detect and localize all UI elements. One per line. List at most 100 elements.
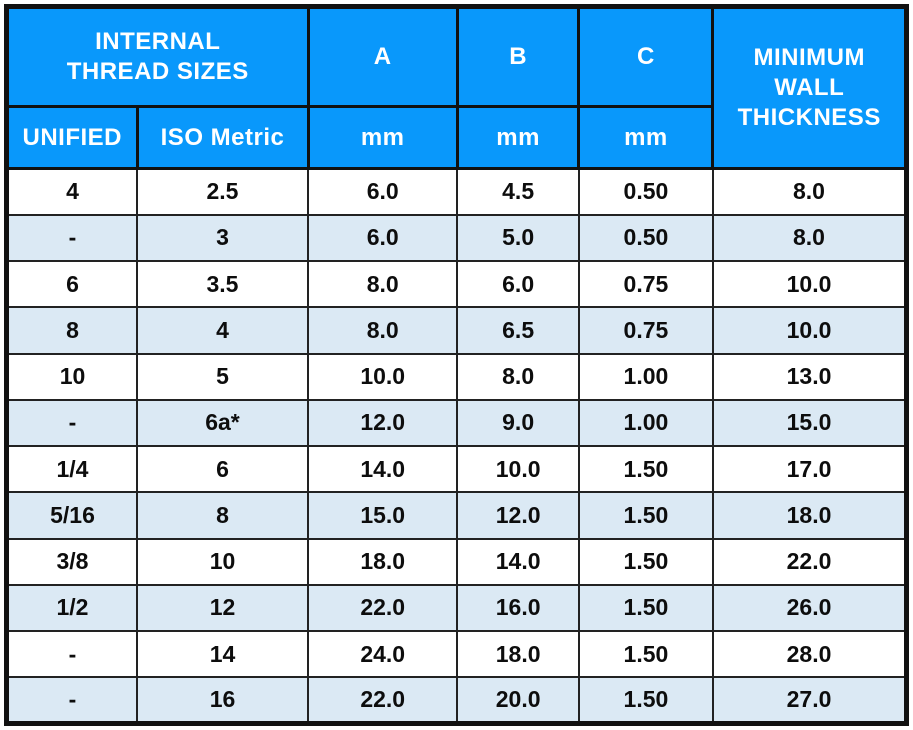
cell-iso-metric: 12: [136, 583, 309, 633]
cell-a-mm: 22.0: [306, 676, 459, 725]
cell-min-wall: 22.0: [711, 537, 908, 586]
header-row-sub: UNIFIED ISO Metric mm mm mm: [5, 105, 907, 170]
cell-unified: -: [5, 213, 138, 263]
cell-unified: 1/2: [5, 583, 138, 633]
header-min-wall-thickness: MINIMUM WALL THICKNESS: [711, 5, 908, 170]
cell-a-mm: 22.0: [306, 583, 459, 633]
cell-a-mm: 14.0: [306, 444, 459, 494]
cell-b-mm: 12.0: [456, 491, 580, 540]
header-row-top: INTERNAL THREAD SIZES A B C MINIMUM WALL…: [5, 5, 908, 170]
cell-a-mm: 24.0: [306, 629, 459, 679]
table-row: - 14 24.0 18.0 1.50 28.0: [5, 629, 908, 679]
cell-iso-metric: 4: [136, 306, 309, 355]
cell-iso-metric: 5: [136, 352, 309, 401]
header-unit-c: mm: [577, 105, 715, 170]
cell-min-wall: 28.0: [711, 629, 908, 679]
header-col-a: A: [306, 5, 459, 108]
cell-iso-metric: 6a*: [136, 398, 309, 448]
header-internal-thread-sizes: INTERNAL THREAD SIZES: [5, 5, 310, 108]
table-row: 8 4 8.0 6.5 0.75 10.0: [5, 306, 908, 355]
table-row: 3/8 10 18.0 14.0 1.50 22.0: [5, 537, 908, 586]
cell-b-mm: 6.0: [456, 259, 580, 309]
cell-min-wall: 8.0: [711, 167, 908, 216]
cell-unified: -: [5, 629, 138, 679]
cell-c-mm: 0.50: [577, 167, 714, 216]
header-iso-metric: ISO Metric: [135, 105, 310, 170]
table-row: 6 3.5 8.0 6.0 0.75 10.0: [5, 259, 908, 309]
cell-b-mm: 20.0: [456, 676, 580, 725]
cell-min-wall: 27.0: [711, 676, 908, 725]
cell-min-wall: 10.0: [711, 306, 908, 355]
cell-c-mm: 1.50: [577, 676, 714, 725]
cell-b-mm: 8.0: [456, 352, 580, 401]
cell-c-mm: 1.50: [577, 444, 714, 494]
cell-a-mm: 6.0: [306, 167, 459, 216]
cell-c-mm: 1.50: [577, 583, 714, 633]
cell-b-mm: 5.0: [456, 213, 580, 263]
header-col-b: B: [455, 5, 581, 108]
cell-min-wall: 17.0: [711, 444, 908, 494]
table-row: 1/2 12 22.0 16.0 1.50 26.0: [5, 583, 908, 633]
cell-iso-metric: 14: [136, 629, 309, 679]
cell-min-wall: 18.0: [711, 491, 908, 540]
cell-iso-metric: 2.5: [136, 167, 309, 216]
header-unit-b: mm: [455, 105, 581, 170]
header-unified: UNIFIED: [5, 105, 139, 170]
table-row: 5/16 8 15.0 12.0 1.50 18.0: [5, 491, 908, 540]
cell-c-mm: 0.75: [577, 306, 714, 355]
cell-c-mm: 0.50: [577, 213, 714, 263]
cell-unified: -: [5, 676, 138, 725]
cell-min-wall: 13.0: [711, 352, 908, 401]
cell-b-mm: 16.0: [456, 583, 580, 633]
cell-unified: -: [5, 398, 138, 448]
cell-b-mm: 10.0: [456, 444, 580, 494]
cell-unified: 5/16: [5, 491, 138, 540]
cell-unified: 4: [5, 167, 138, 216]
cell-iso-metric: 8: [136, 491, 309, 540]
header-unit-a: mm: [306, 105, 459, 170]
cell-a-mm: 15.0: [306, 491, 459, 540]
cell-iso-metric: 6: [136, 444, 309, 494]
cell-a-mm: 6.0: [306, 213, 459, 263]
table-header: INTERNAL THREAD SIZES A B C MINIMUM WALL…: [5, 5, 908, 170]
cell-iso-metric: 3: [136, 213, 309, 263]
cell-b-mm: 18.0: [456, 629, 580, 679]
cell-unified: 8: [5, 306, 138, 355]
table-row: - 16 22.0 20.0 1.50 27.0: [5, 676, 908, 725]
cell-unified: 6: [5, 259, 138, 309]
table-body: 4 2.5 6.0 4.5 0.50 8.0 - 3 6.0 5.0 0.50 …: [5, 167, 908, 725]
header-col-c: C: [577, 5, 715, 108]
cell-min-wall: 15.0: [711, 398, 908, 448]
cell-c-mm: 1.50: [577, 491, 714, 540]
cell-a-mm: 8.0: [306, 306, 459, 355]
cell-unified: 1/4: [5, 444, 138, 494]
table-row: 4 2.5 6.0 4.5 0.50 8.0: [5, 167, 908, 216]
cell-c-mm: 0.75: [577, 259, 714, 309]
table-row: - 6a* 12.0 9.0 1.00 15.0: [5, 398, 908, 448]
table-row: - 3 6.0 5.0 0.50 8.0: [5, 213, 908, 263]
cell-a-mm: 10.0: [306, 352, 459, 401]
cell-a-mm: 8.0: [306, 259, 459, 309]
thread-size-table: INTERNAL THREAD SIZES A B C MINIMUM WALL…: [4, 4, 909, 726]
cell-unified: 3/8: [5, 537, 138, 586]
cell-c-mm: 1.50: [577, 537, 714, 586]
cell-min-wall: 8.0: [711, 213, 908, 263]
cell-b-mm: 6.5: [456, 306, 580, 355]
cell-a-mm: 12.0: [306, 398, 459, 448]
cell-iso-metric: 3.5: [136, 259, 309, 309]
cell-b-mm: 14.0: [456, 537, 580, 586]
cell-c-mm: 1.00: [577, 398, 714, 448]
cell-iso-metric: 10: [136, 537, 309, 586]
cell-c-mm: 1.50: [577, 629, 714, 679]
cell-b-mm: 9.0: [456, 398, 580, 448]
cell-b-mm: 4.5: [456, 167, 580, 216]
cell-min-wall: 26.0: [711, 583, 908, 633]
table-row: 10 5 10.0 8.0 1.00 13.0: [5, 352, 908, 401]
cell-min-wall: 10.0: [711, 259, 908, 309]
cell-a-mm: 18.0: [306, 537, 459, 586]
cell-iso-metric: 16: [136, 676, 309, 725]
cell-unified: 10: [5, 352, 138, 401]
cell-c-mm: 1.00: [577, 352, 714, 401]
table-row: 1/4 6 14.0 10.0 1.50 17.0: [5, 444, 908, 494]
